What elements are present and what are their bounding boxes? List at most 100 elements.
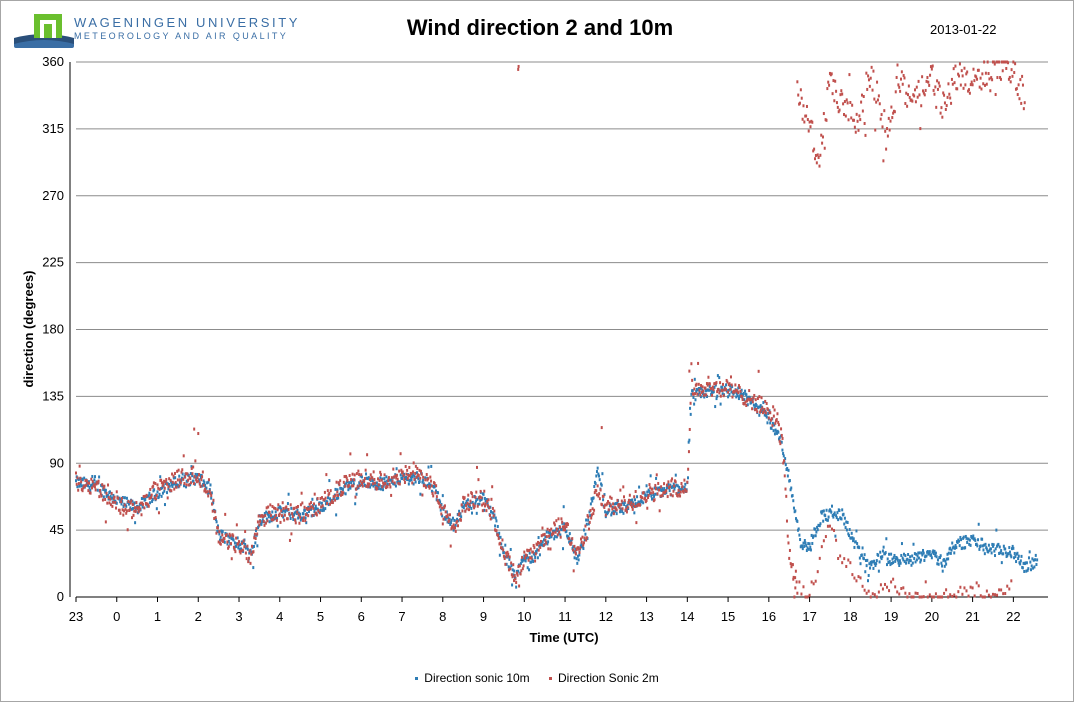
point-2m <box>565 525 568 529</box>
point-10m <box>540 543 543 547</box>
point-2m <box>827 80 830 84</box>
point-2m <box>583 536 586 540</box>
point-2m <box>352 484 355 488</box>
point-2m <box>657 481 660 485</box>
point-10m <box>284 510 287 514</box>
point-2m <box>725 378 728 382</box>
point-2m <box>393 475 396 479</box>
point-2m <box>813 147 816 151</box>
point-10m <box>878 560 881 564</box>
point-2m <box>334 498 337 502</box>
point-10m <box>999 551 1002 555</box>
point-2m <box>336 494 339 498</box>
point-2m <box>772 414 775 418</box>
point-2m <box>866 87 869 91</box>
point-2m <box>201 470 204 474</box>
point-2m <box>259 520 262 524</box>
x-tick-12: 12 <box>599 609 613 624</box>
point-2m <box>580 540 583 544</box>
point-10m <box>912 542 915 546</box>
point-10m <box>179 482 182 486</box>
point-2m <box>95 482 98 486</box>
point-10m <box>953 551 956 555</box>
point-2m <box>367 485 370 489</box>
point-10m <box>853 545 856 549</box>
point-10m <box>696 388 699 392</box>
point-2m <box>240 549 243 553</box>
point-10m <box>772 429 775 433</box>
point-10m <box>356 486 359 490</box>
point-2m <box>852 118 855 122</box>
point-2m <box>861 109 864 113</box>
point-10m <box>949 551 952 555</box>
point-2m <box>952 67 955 71</box>
point-10m <box>170 483 173 487</box>
point-2m <box>863 122 866 126</box>
point-10m <box>757 405 760 409</box>
point-2m <box>107 483 110 487</box>
point-2m <box>443 504 446 508</box>
point-2m <box>523 550 526 554</box>
point-2m <box>532 543 535 547</box>
point-2m <box>361 481 364 485</box>
point-2m <box>963 586 966 590</box>
point-2m <box>502 548 505 552</box>
point-10m <box>576 554 579 558</box>
point-10m <box>1011 544 1014 548</box>
point-2m <box>965 589 968 593</box>
point-10m <box>736 394 739 398</box>
point-2m <box>537 548 540 552</box>
point-10m <box>538 553 541 557</box>
point-2m <box>185 483 188 487</box>
point-2m <box>461 509 464 513</box>
point-10m <box>649 474 652 478</box>
point-2m <box>633 495 636 499</box>
point-2m <box>984 83 987 87</box>
point-2m <box>100 494 103 498</box>
point-2m <box>77 482 80 486</box>
point-10m <box>216 524 219 528</box>
point-10m <box>109 494 112 498</box>
point-10m <box>1032 566 1035 570</box>
point-2m <box>550 527 553 531</box>
point-10m <box>932 549 935 553</box>
point-2m <box>377 477 380 481</box>
point-2m <box>503 557 506 561</box>
point-10m <box>636 495 639 499</box>
point-2m <box>890 105 893 109</box>
point-2m <box>761 406 764 410</box>
point-10m <box>945 562 948 566</box>
point-2m <box>541 526 544 530</box>
point-10m <box>511 583 514 587</box>
point-2m <box>811 120 814 124</box>
y-axis-label: direction (degrees) <box>21 270 36 387</box>
point-2m <box>125 509 128 513</box>
point-2m <box>648 483 651 487</box>
point-10m <box>892 556 895 560</box>
point-2m <box>584 524 587 528</box>
point-2m <box>600 426 603 430</box>
point-10m <box>439 508 442 512</box>
point-2m <box>744 400 747 404</box>
point-10m <box>543 538 545 542</box>
point-2m <box>987 72 990 76</box>
axes <box>69 62 1014 602</box>
point-2m <box>223 536 226 540</box>
point-10m <box>224 531 227 535</box>
point-10m <box>964 534 967 538</box>
point-10m <box>483 496 486 500</box>
point-2m <box>181 468 184 472</box>
point-2m <box>389 485 392 489</box>
point-2m <box>85 479 88 483</box>
point-2m <box>676 494 679 498</box>
point-2m <box>450 527 453 531</box>
point-2m <box>816 153 819 157</box>
point-2m <box>729 375 732 379</box>
point-10m <box>763 413 766 417</box>
point-2m <box>706 383 709 387</box>
point-2m <box>947 595 950 599</box>
point-2m <box>849 101 852 105</box>
point-10m <box>629 500 632 504</box>
point-2m <box>465 503 468 507</box>
point-2m <box>841 92 844 96</box>
